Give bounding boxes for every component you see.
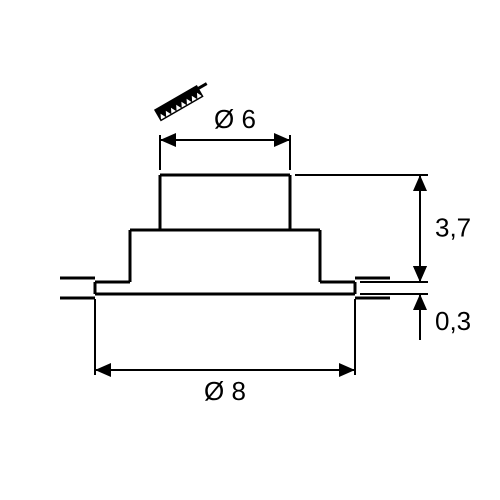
saw-icon: [155, 81, 211, 120]
dim-bottom-diameter: Ø 8: [204, 376, 246, 406]
dim-top-diameter: Ø 6: [214, 104, 256, 134]
dim-height-flange: 0,3: [435, 306, 471, 336]
dim-height-upper: 3,7: [435, 213, 471, 243]
fixture-profile: [95, 175, 355, 294]
